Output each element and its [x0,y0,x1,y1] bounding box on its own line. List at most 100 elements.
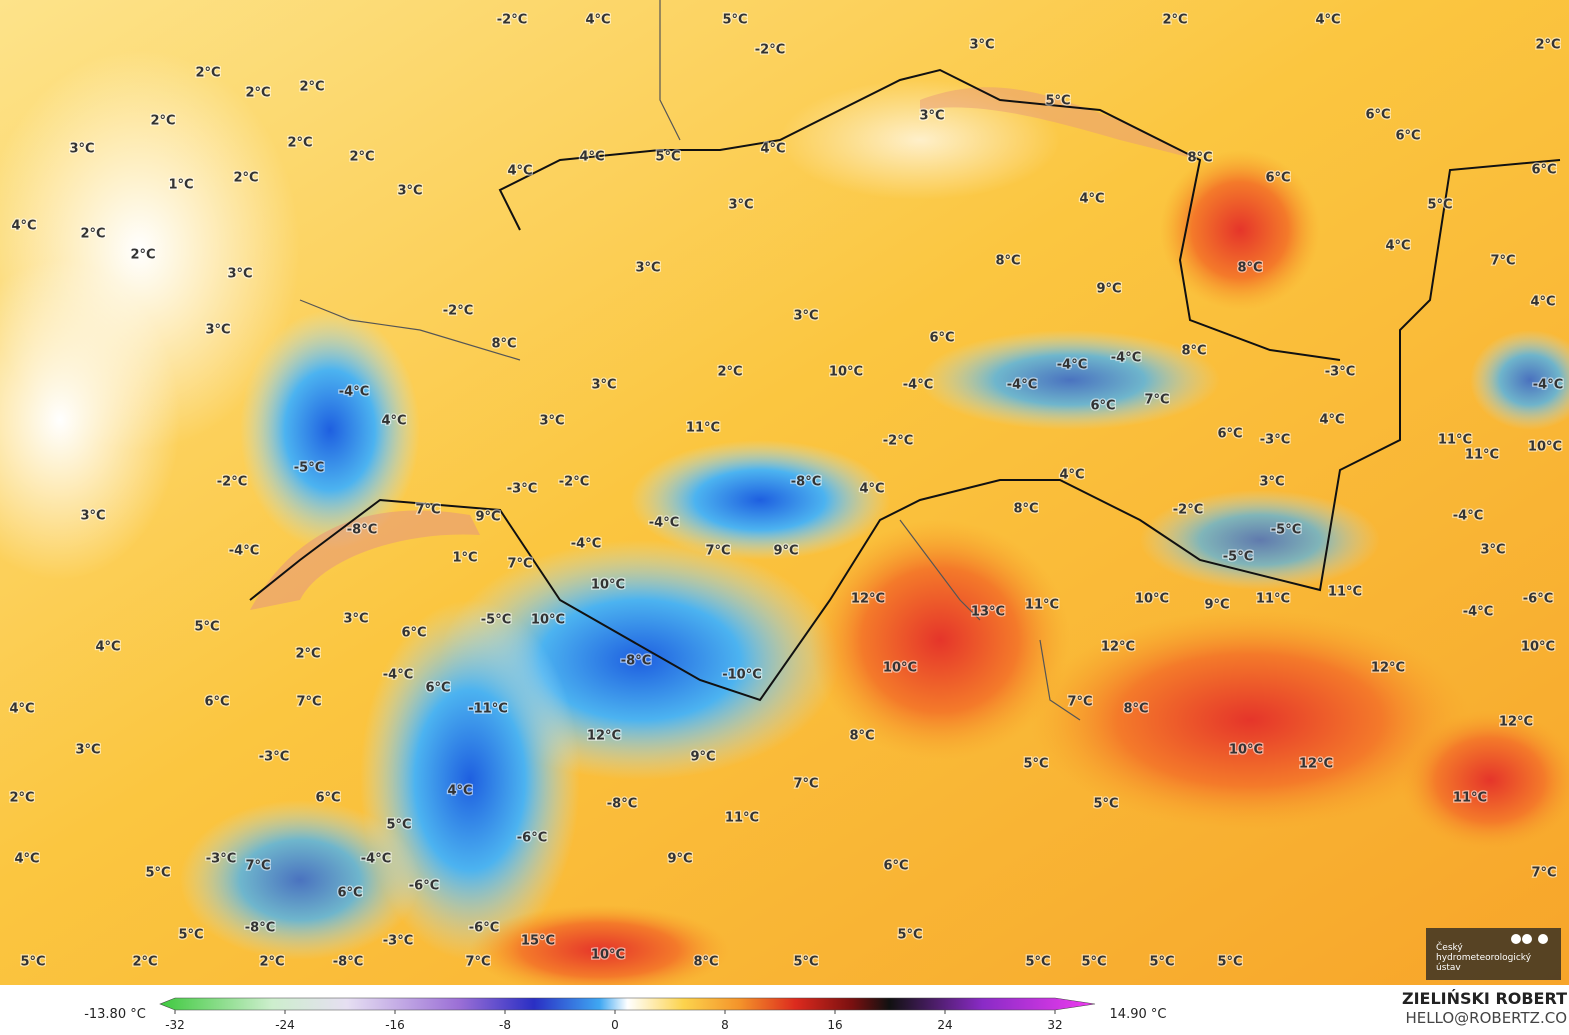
temperature-label: 5°C [1023,757,1048,772]
temperature-label: 2°C [287,136,312,151]
temperature-label: 12°C [1101,640,1135,655]
legend-tick-label: 0 [611,1018,619,1032]
temperature-label: 12°C [1299,757,1333,772]
legend-tick-label: 8 [721,1018,729,1032]
temperature-label: 3°C [69,142,94,157]
temperature-label: 8°C [1013,502,1038,517]
temperature-label: 8°C [491,337,516,352]
temperature-label: 4°C [507,164,532,179]
temperature-label: 2°C [195,66,220,81]
temperature-label: 7°C [296,695,321,710]
temperature-label: 9°C [667,852,692,867]
temperature-label: -4°C [571,537,601,552]
temperature-label: 3°C [80,509,105,524]
temperature-label: 11°C [686,421,720,436]
temperature-label: 10°C [591,578,625,593]
temperature-label: 8°C [693,955,718,970]
temperature-label: 10°C [1135,592,1169,607]
temperature-label: 5°C [1045,94,1070,109]
temperature-label: 4°C [1530,295,1555,310]
temperature-label: -4°C [903,378,933,393]
temperature-label: 5°C [1427,198,1452,213]
temperature-label: 2°C [9,791,34,806]
temperature-label: 6°C [425,681,450,696]
temperature-label: 5°C [1093,797,1118,812]
temperature-label: -8°C [245,921,275,936]
temperature-label: 7°C [1067,695,1092,710]
temperature-label: 8°C [1187,151,1212,166]
temperature-label: 12°C [1371,661,1405,676]
temperature-label: 2°C [80,227,105,242]
temperature-label: -3°C [507,482,537,497]
temperature-label: -5°C [1271,523,1301,538]
temperature-label: 5°C [20,955,45,970]
temperature-label: 6°C [1395,129,1420,144]
temperature-label: 8°C [995,254,1020,269]
temperature-label: 2°C [299,80,324,95]
temperature-label: 8°C [1237,261,1262,276]
temperature-label: -4°C [649,516,679,531]
temperature-label: 9°C [1204,598,1229,613]
temperature-label: -10°C [722,668,762,683]
temperature-label: -8°C [347,523,377,538]
temperature-label: 6°C [1531,163,1556,178]
temperature-label: -4°C [1007,378,1037,393]
temperature-label: 8°C [1181,344,1206,359]
temperature-label: 1°C [168,178,193,193]
temperature-label: -5°C [481,613,511,628]
temperature-label: -3°C [1325,365,1355,380]
temperature-label: 4°C [1319,413,1344,428]
temperature-label: -11°C [468,702,508,717]
temperature-label: -4°C [229,544,259,559]
temperature-label: 6°C [1365,108,1390,123]
temperature-label: 4°C [1059,468,1084,483]
temperature-label: 5°C [722,13,747,28]
temperature-label: 4°C [9,702,34,717]
contact: HELLO@ROBERTZ.CO [1405,1009,1567,1027]
temperature-label: 10°C [1521,640,1555,655]
temperature-label: 11°C [1453,791,1487,806]
temperature-label: 2°C [259,955,284,970]
temperature-label: 12°C [587,729,621,744]
temperature-label: 3°C [75,743,100,758]
temperature-label: 2°C [1535,38,1560,53]
temperature-label: 4°C [859,482,884,497]
temperature-label: -8°C [791,475,821,490]
temperature-label: 6°C [1265,171,1290,186]
temperature-label: 4°C [1079,192,1104,207]
temperature-label: 5°C [1025,955,1050,970]
temperature-label: 3°C [205,323,230,338]
legend-tick-label: -32 [165,1018,185,1032]
temperature-labels: -2°C 4°C 5°C -2°C 3°C 2°C 4°C 2°C 2°C 2°C 2°C 2°C 5°… [8,11,1564,971]
temperature-label: -3°C [1260,433,1290,448]
temperature-label: 2°C [233,171,258,186]
temperature-label: 2°C [717,365,742,380]
temperature-label: 10°C [1528,440,1562,455]
temperature-label: 3°C [728,198,753,213]
temperature-label: 3°C [969,38,994,53]
temperature-label: -4°C [361,852,391,867]
temperature-label: 12°C [1499,715,1533,730]
temperature-label: 5°C [194,620,219,635]
temperature-label: 10°C [883,661,917,676]
legend-tick-label: -16 [385,1018,405,1032]
logo-text: Český hydrometeorologický ústav [1436,941,1532,973]
temperature-label: 6°C [883,859,908,874]
temperature-label: 10°C [829,365,863,380]
temperature-label: -2°C [217,475,247,490]
temperature-label: 5°C [145,866,170,881]
temperature-label: 4°C [14,852,39,867]
logo: Český hydrometeorologický ústav [1426,928,1561,980]
temperature-label: 7°C [1490,254,1515,269]
temperature-label: -2°C [1173,503,1203,518]
legend-tick-label: 16 [827,1018,842,1032]
temperature-label: 10°C [1229,743,1263,758]
temperature-label: 7°C [507,557,532,572]
temperature-label: 6°C [929,331,954,346]
temperature-label: 6°C [401,626,426,641]
temperature-label: 4°C [579,150,604,165]
temperature-label: 5°C [655,150,680,165]
temperature-label: -4°C [1533,378,1563,393]
legend-min: -13.80 °C [84,1007,146,1022]
temperature-label: -8°C [333,955,363,970]
